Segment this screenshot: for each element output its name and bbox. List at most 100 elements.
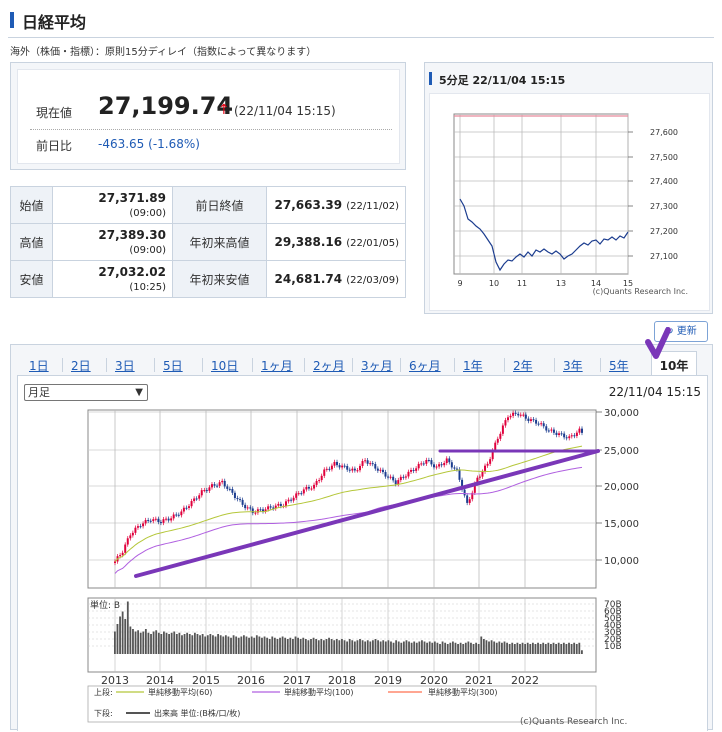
candle-body	[323, 469, 326, 476]
candle-body	[542, 423, 545, 427]
candle-body	[177, 514, 180, 516]
volume-bar	[480, 636, 483, 654]
volume-bar	[183, 634, 186, 654]
volume-bar	[356, 640, 359, 654]
candle-body	[568, 436, 571, 439]
volume-bar	[516, 642, 519, 654]
candle-body	[126, 538, 129, 545]
candle-body	[522, 414, 525, 416]
tab-12[interactable]: 3年	[563, 359, 583, 373]
refresh-button[interactable]: ↻ 更新	[654, 321, 708, 342]
volume-bar	[529, 644, 532, 654]
ytd-high-label: 年初来高値	[172, 223, 267, 261]
volume-bar	[351, 640, 354, 654]
volume-bar	[222, 636, 225, 654]
tab-5[interactable]: 10日	[211, 359, 239, 373]
tab-2[interactable]: 2日	[71, 359, 91, 373]
volume-bar	[248, 637, 250, 654]
volume-bar	[444, 642, 447, 654]
volume-bar	[124, 619, 127, 654]
volume-bar	[498, 641, 501, 654]
price-y-tick: 30,000	[604, 408, 639, 419]
candle-body	[484, 465, 487, 472]
candle-body	[422, 463, 425, 465]
volume-bar	[534, 644, 537, 654]
candle-body	[486, 463, 489, 466]
tab-1[interactable]: 1日	[29, 359, 49, 373]
volume-bar	[273, 637, 276, 654]
volume-bar	[400, 642, 403, 654]
tab-11[interactable]: 2年	[513, 359, 533, 373]
intraday-accent-bar	[429, 72, 432, 85]
candle-body	[410, 469, 413, 472]
volume-bar	[485, 640, 488, 654]
candle-body	[517, 413, 520, 416]
volume-bar	[284, 637, 287, 654]
volume-bar	[315, 639, 318, 654]
title-accent-bar	[10, 12, 14, 28]
candle-body	[218, 482, 221, 486]
main-chart-timestamp: 22/11/04 15:15	[608, 385, 701, 399]
volume-bar	[150, 634, 152, 654]
tab-6[interactable]: 1ヶ月	[261, 359, 293, 373]
volume-bar	[439, 644, 441, 654]
candle-body	[450, 462, 453, 468]
volume-bar	[449, 642, 452, 654]
candle-body	[501, 425, 504, 434]
candle-body	[445, 458, 448, 464]
candle-body	[389, 476, 392, 478]
tab-separator	[252, 358, 253, 372]
tab-13[interactable]: 5年	[609, 359, 629, 373]
volume-bar	[506, 642, 508, 654]
intraday-chart-svg: 9 10 11 13 14 15 27,600 27,500 27,400 27,300 27,20…	[453, 113, 688, 296]
volume-bar	[570, 644, 573, 654]
volume-bar	[297, 637, 299, 654]
volume-bar	[255, 635, 258, 654]
candle-body	[381, 469, 384, 473]
candle-body	[272, 507, 275, 509]
x-tick-year: 2015	[192, 674, 220, 687]
tab-8[interactable]: 3ヶ月	[361, 359, 393, 373]
volume-bar	[524, 644, 527, 654]
tab-3[interactable]: 3日	[115, 359, 135, 373]
tab-10[interactable]: 1年	[463, 359, 483, 373]
candle-body	[213, 484, 216, 486]
up-arrow-icon: ↑	[218, 102, 230, 118]
open-label: 始値	[10, 186, 53, 224]
candle-body	[494, 442, 497, 451]
open-value: 27,371.89 (09:00)	[52, 186, 173, 224]
candle-body	[369, 463, 372, 465]
price-y-tick: 25,000	[604, 446, 639, 457]
volume-bar	[511, 642, 514, 654]
volume-bar	[199, 635, 201, 654]
candle-period-select[interactable]: 月足 ▼	[24, 384, 148, 401]
intraday-chart: 9 10 11 13 14 15 27,600 27,500 27,400 27,300 27,20…	[429, 93, 710, 311]
tab-14[interactable]: 10年	[651, 351, 697, 375]
candle-body	[193, 498, 196, 502]
candle-body	[318, 480, 321, 482]
x-tick-year: 2018	[328, 674, 356, 687]
candle-body	[333, 461, 336, 466]
candle-body	[188, 506, 191, 508]
candle-body	[519, 414, 522, 416]
volume-bar	[333, 640, 336, 654]
candle-body	[320, 475, 323, 481]
candle-body	[149, 520, 152, 522]
volume-bar	[428, 641, 431, 654]
legend-box	[87, 685, 597, 723]
tab-9[interactable]: 6ヶ月	[409, 359, 441, 373]
candle-body	[284, 501, 287, 506]
volume-bar	[343, 640, 346, 654]
candle-body	[290, 499, 293, 501]
candle-body	[203, 490, 206, 492]
tab-4[interactable]: 5日	[163, 359, 183, 373]
candle-body	[371, 463, 374, 465]
volume-bar	[155, 630, 158, 654]
volume-bar	[568, 642, 570, 654]
volume-bar	[279, 637, 281, 654]
tab-7[interactable]: 2ヶ月	[313, 359, 345, 373]
volume-bar	[423, 641, 426, 654]
candle-body	[466, 495, 469, 503]
page-title-bar: 日経平均	[8, 8, 714, 38]
volume-bar	[281, 636, 284, 654]
